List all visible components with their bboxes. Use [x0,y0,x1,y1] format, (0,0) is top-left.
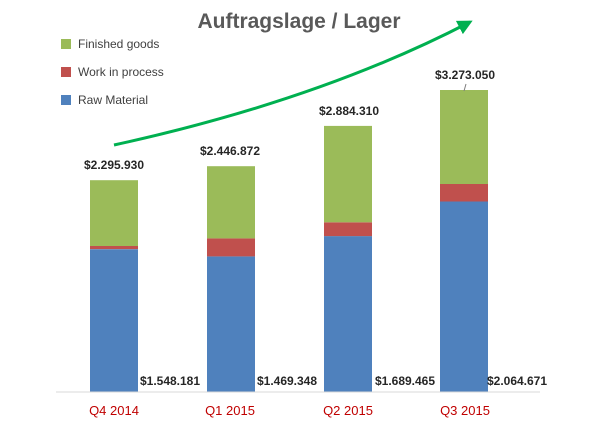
legend-swatch-finished-goods [61,39,71,49]
bars [90,90,488,392]
raw-material-label: $2.064.671 [487,374,547,388]
bar-segment-raw-material [207,256,255,392]
category-label: Q1 2015 [205,403,255,418]
bar-segment-work-in-process [324,222,372,237]
bar-segment-raw-material [324,236,372,392]
legend: Finished goods Work in process Raw Materia… [61,37,164,107]
category-label: Q3 2015 [440,403,490,418]
total-label: $2.446.872 [200,144,260,158]
total-label: $2.884.310 [319,104,379,118]
raw-material-label: $1.689.465 [375,374,435,388]
x-axis: Q4 2014 Q1 2015 Q2 2015 Q3 2015 [56,391,540,418]
total-label: $2.295.930 [84,158,144,172]
chart-title: Auftragslage / Lager [197,10,400,33]
legend-swatch-raw-material [61,95,71,105]
total-label: $3.273.050 [435,68,495,82]
category-label: Q4 2014 [89,403,139,418]
bar-segment-finished-goods [440,90,488,184]
raw-material-label: $1.469.348 [257,374,317,388]
bar-segment-work-in-process [440,184,488,202]
legend-label-raw-material: Raw Material [78,93,148,107]
category-label: Q2 2015 [323,403,373,418]
raw-material-label: $1.548.181 [140,374,200,388]
bar-segment-finished-goods [324,125,372,223]
trend-arrow [113,20,473,147]
bar-segment-work-in-process [90,245,138,250]
bar-segment-raw-material [440,201,488,392]
bar-segment-finished-goods [90,180,138,246]
legend-label-work-in-process: Work in process [78,65,164,79]
bar-segment-work-in-process [207,238,255,257]
legend-label-finished-goods: Finished goods [78,37,159,51]
label-leader-line [463,83,467,92]
bar-segment-raw-material [90,249,138,392]
data-labels: $2.295.930 $1.548.181 $2.446.872 $1.469.348… [84,68,547,388]
legend-swatch-work-in-process [61,67,71,77]
bar-segment-finished-goods [207,166,255,239]
